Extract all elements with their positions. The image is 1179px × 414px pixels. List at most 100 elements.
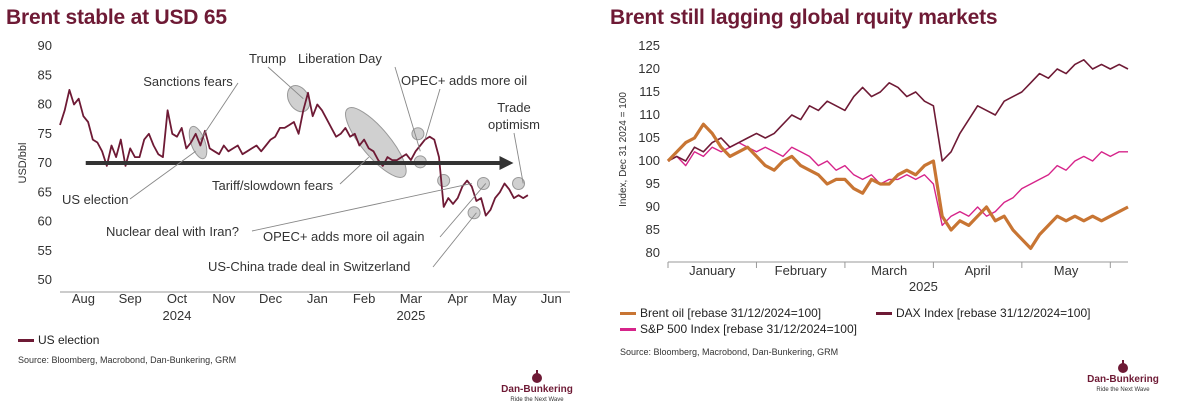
right-logo-name: Dan-Bunkering — [1087, 374, 1159, 385]
x-tick-label-feb: Feb — [353, 291, 375, 306]
y-tick-label-95: 95 — [646, 176, 660, 191]
highlight-us-china — [467, 206, 481, 220]
annotation-optimism-label: optimism — [488, 117, 540, 132]
y-tick-label-110: 110 — [639, 107, 660, 122]
annotation-nuclear-deal-with-iran-label: Nuclear deal with Iran? — [106, 224, 239, 239]
y-tick-label-120: 120 — [638, 61, 660, 76]
x-tick-label-oct: Oct — [167, 291, 188, 306]
highlight-opec — [411, 127, 425, 141]
annotation-tariff-slowdown-fears-leader — [339, 156, 370, 185]
x-tick-label-nov: Nov — [212, 291, 236, 306]
logo-mark-icon — [1118, 360, 1128, 373]
x-tick-label-sep: Sep — [119, 291, 142, 306]
y-tick-label-100: 100 — [638, 153, 660, 168]
left-logo-name: Dan-Bunkering — [501, 384, 573, 395]
annotation-trump-leader — [267, 66, 304, 99]
legend-label-brent: Brent oil [rebase 31/12/2024=100] — [640, 306, 822, 320]
legend-item-us-election: US election — [18, 333, 99, 347]
y-tick-label-90: 90 — [646, 199, 660, 214]
annotation-tariff-slowdown-fears-label: Tariff/slowdown fears — [212, 178, 334, 193]
annotation-sanctions-fears-label: Sanctions fears — [143, 74, 233, 89]
y-tick-label-55: 55 — [38, 243, 52, 258]
legend-item-spx: S&P 500 Index [rebase 31/12/2024=100] — [620, 322, 857, 336]
right-chart-panel: Brent still lagging global rquity market… — [600, 0, 1179, 414]
annotation-optimism-leader — [513, 132, 524, 184]
x-tick-label-may: May — [1054, 263, 1079, 278]
logo-mark-icon — [532, 370, 542, 383]
y-tick-label-75: 75 — [38, 126, 52, 141]
legend-swatch-spx — [620, 327, 636, 331]
y-tick-label-105: 105 — [638, 130, 660, 145]
annotation-trade-label: Trade — [497, 100, 530, 115]
y-tick-label-80: 80 — [646, 245, 660, 260]
highlight-trade-optimism — [512, 176, 526, 190]
left-logo-tagline: Ride the Next Wave — [510, 397, 564, 403]
annotation-opec-adds-more-oil-again-label: OPEC+ adds more oil again — [263, 229, 425, 244]
x-tick-label-march: March — [871, 263, 907, 278]
annotation-us-election-leader — [129, 150, 196, 200]
series-brent-line — [666, 122, 1129, 250]
annotation-liberation-day-leader — [394, 66, 421, 152]
highlight-sanctions — [188, 125, 208, 160]
y-axis-title: USD/bbl — [17, 143, 29, 184]
legend-label-us-election: US election — [38, 333, 100, 347]
year-label-2025: 2025 — [396, 308, 425, 323]
y-tick-label-115: 115 — [639, 84, 660, 99]
y-tick-label-125: 125 — [638, 38, 660, 53]
x-tick-label-may: May — [492, 291, 517, 306]
annotation-us-election-label: US election — [62, 192, 128, 207]
y-tick-label-60: 60 — [38, 214, 52, 229]
trend-arrow-head — [499, 156, 514, 170]
series-dax-line — [667, 59, 1129, 162]
annotation-us-china-trade-deal-in-switzerland-label: US-China trade deal in Switzerland — [208, 259, 410, 274]
annotation-opec-adds-more-oil-label: OPEC+ adds more oil — [401, 73, 527, 88]
annotation-us-china-trade-deal-in-switzerland-leader — [432, 212, 477, 268]
y-tick-label-80: 80 — [38, 97, 52, 112]
x-tick-label-jun: Jun — [541, 291, 562, 306]
legend-item-brent: Brent oil [rebase 31/12/2024=100] — [620, 306, 821, 320]
right-chart-svg: 80 85 90 95 100 105 110 115 120 125 January Februar… — [618, 38, 1129, 294]
year-label-2024: 2024 — [163, 308, 192, 323]
annotation-sanctions-fears-leader — [199, 82, 239, 140]
annotation-trump-label: Trump — [249, 51, 286, 66]
x-tick-label-aug: Aug — [72, 291, 95, 306]
right-logo-tagline: Ride the Next Wave — [1096, 387, 1150, 393]
highlight-tariff — [345, 107, 407, 178]
series-spx-line — [667, 141, 1128, 227]
left-logo: Dan-Bunkering Ride the Next Wave — [492, 370, 582, 404]
annotation-opec-adds-more-oil-again-leader — [439, 183, 487, 238]
left-source-note: Source: Bloomberg, Macrobond, Dan-Bunker… — [18, 355, 237, 365]
right-source-note: Source: Bloomberg, Macrobond, Dan-Bunker… — [620, 347, 839, 357]
x-tick-label-february: February — [775, 263, 828, 278]
y-tick-label-65: 65 — [38, 184, 52, 199]
x-tick-label-april: April — [965, 263, 991, 278]
y-tick-label-70: 70 — [38, 155, 52, 170]
annotation-liberation-day-label: Liberation Day — [298, 51, 382, 66]
legend-swatch-dax — [876, 311, 892, 315]
legend-swatch-brent — [620, 311, 636, 315]
highlight-iran — [437, 174, 451, 188]
x-tick-label-apr: Apr — [448, 291, 469, 306]
left-chart-panel: Brent stable at USD 65 50 55 60 65 70 75 80 85 9… — [6, 6, 582, 404]
annotation-opec-adds-more-oil-leader — [424, 88, 441, 140]
y-tick-label-90: 90 — [38, 38, 52, 53]
x-tick-label-mar: Mar — [400, 291, 423, 306]
legend-item-dax: DAX Index [rebase 31/12/2024=100] — [876, 306, 1090, 320]
x-tick-label-january: January — [689, 263, 736, 278]
year-label-2025: 2025 — [909, 279, 938, 294]
legend-label-spx: S&P 500 Index [rebase 31/12/2024=100] — [640, 322, 857, 336]
y-axis-title: Index, Dec 31 2024 = 100 — [618, 92, 629, 207]
highlight-opec-again — [476, 176, 490, 190]
y-tick-label-85: 85 — [646, 222, 660, 237]
legend-label-dax: DAX Index [rebase 31/12/2024=100] — [896, 306, 1091, 320]
left-chart-svg: 50 55 60 65 70 75 80 85 90 Aug Sep Oct Nov Dec Jan Feb M… — [17, 38, 570, 323]
y-tick-label-85: 85 — [38, 67, 52, 82]
y-tick-label-50: 50 — [38, 272, 52, 287]
annotation-nuclear-deal-with-iran-leader — [251, 183, 472, 232]
x-tick-label-jan: Jan — [307, 291, 328, 306]
legend-swatch-us-election — [18, 338, 34, 342]
right-logo: Dan-Bunkering Ride the Next Wave — [1078, 360, 1168, 394]
x-tick-label-dec: Dec — [259, 291, 283, 306]
left-chart-title: Brent stable at USD 65 — [6, 6, 227, 29]
right-chart-title: Brent still lagging global rquity market… — [610, 6, 998, 29]
